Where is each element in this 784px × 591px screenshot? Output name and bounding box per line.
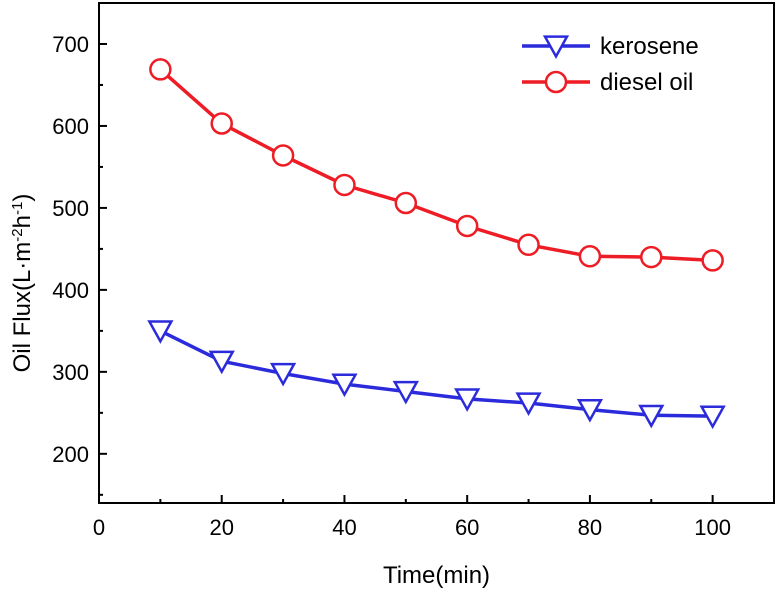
- series-line-diesel-oil: [159, 68, 713, 263]
- data-point-kerosene: [147, 320, 174, 344]
- data-point-diesel-oil: [701, 249, 724, 272]
- x-tick-label: 80: [578, 515, 602, 540]
- data-point-diesel-oil: [333, 173, 356, 197]
- data-point-diesel-oil: [578, 245, 602, 268]
- data-point-diesel-oil: [210, 112, 233, 135]
- y-tick-label: 400: [52, 278, 89, 303]
- y-axis-title: Oil Flux(L·m-2h-1): [9, 194, 37, 373]
- legend: kerosene diesel oil: [522, 33, 699, 96]
- series-layer: [147, 58, 726, 430]
- data-point-kerosene: [515, 392, 542, 417]
- data-point-diesel-oil: [640, 245, 663, 269]
- y-axis-title-exponent: -2: [9, 228, 26, 241]
- legend-label-kerosene: kerosene: [600, 33, 699, 60]
- y-tick-label: 600: [52, 114, 89, 139]
- y-axis-title-part: m: [9, 242, 36, 262]
- data-point-kerosene: [208, 350, 235, 375]
- series-line-kerosene: [159, 329, 713, 418]
- plot-border: [98, 2, 775, 504]
- y-axis-title-part: Oil Flux(L: [9, 270, 36, 373]
- y-tick-label: 200: [52, 442, 89, 467]
- data-point-diesel-oil: [271, 144, 295, 167]
- x-axis: 0 20 40 60 80 100: [93, 495, 775, 540]
- data-point-kerosene: [638, 404, 665, 429]
- data-point-kerosene: [576, 398, 604, 423]
- data-point-diesel-oil: [394, 191, 418, 215]
- y-axis-title-exponent: -1: [9, 202, 26, 215]
- data-point-diesel-oil: [517, 233, 540, 257]
- x-tick-label: 60: [455, 515, 479, 540]
- data-point-kerosene: [699, 405, 726, 430]
- x-tick-label: 100: [694, 515, 731, 540]
- y-axis-title-part: ): [9, 194, 36, 202]
- x-tick-label: 20: [209, 515, 233, 540]
- x-axis-title: Time(min): [383, 562, 490, 589]
- y-axis-title-part: h: [9, 215, 36, 228]
- data-point-kerosene: [454, 388, 481, 412]
- legend-marker-diesel-oil: [544, 70, 568, 94]
- legend-marker-kerosene: [542, 35, 570, 60]
- y-tick-label: 300: [52, 360, 89, 385]
- x-tick-label: 0: [93, 515, 105, 540]
- data-point-kerosene: [331, 373, 358, 398]
- data-point-kerosene: [392, 380, 419, 405]
- y-axis: 200 300 400 500 600 700: [52, 2, 107, 496]
- y-tick-label: 500: [52, 196, 89, 221]
- series-diesel-oil: [149, 58, 724, 272]
- y-tick-label: 700: [52, 32, 89, 57]
- data-point-kerosene: [269, 362, 297, 387]
- series-kerosene: [147, 320, 726, 430]
- data-point-diesel-oil: [455, 214, 479, 238]
- data-point-diesel-oil: [149, 58, 172, 81]
- y-axis-title-part: ·: [9, 262, 36, 270]
- x-tick-label: 40: [332, 515, 356, 540]
- legend-label-diesel-oil: diesel oil: [600, 69, 693, 96]
- plot-frame: [98, 2, 775, 504]
